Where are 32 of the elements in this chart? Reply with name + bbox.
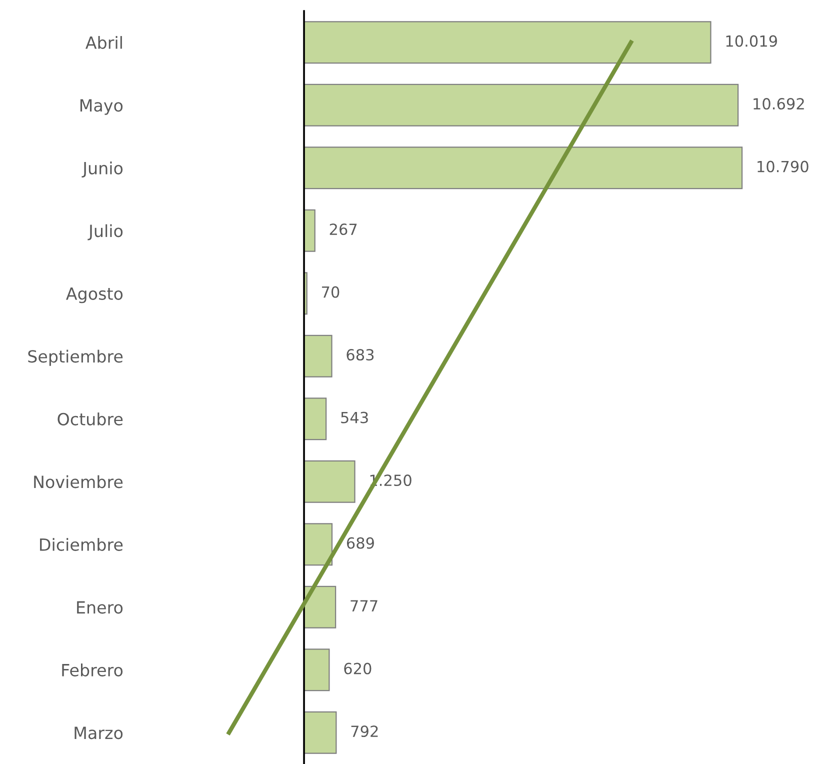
data-label: 10.790: [758, 160, 808, 172]
data-label: 543: [341, 412, 368, 424]
bar: [303, 146, 743, 190]
bar: [303, 711, 337, 754]
y-tick-label: Marzo: [74, 726, 123, 740]
bar: [303, 21, 712, 64]
y-tick-label: Octubre: [58, 412, 123, 426]
y-tick-label: Mayo: [80, 99, 123, 115]
y-tick-label: Septiembre: [28, 350, 123, 366]
y-tick-label: Febrero: [62, 664, 123, 676]
data-label: 689: [346, 537, 374, 549]
y-tick-label: Enero: [77, 601, 123, 614]
data-label: 777: [350, 600, 378, 612]
bar: [303, 648, 330, 692]
data-label: 10.692: [754, 98, 804, 110]
y-tick-label: Diciembre: [40, 538, 123, 551]
data-label: 792: [351, 726, 378, 738]
y-tick-label: Julio: [88, 224, 123, 240]
y-tick-label: Agosto: [66, 288, 123, 304]
data-label: 70: [322, 286, 340, 298]
bar: [303, 398, 327, 440]
y-tick-label: Abril: [86, 36, 122, 49]
y-tick-label: Junio: [82, 162, 123, 178]
data-label: 620: [344, 662, 372, 674]
bar: [303, 523, 333, 566]
data-label: 10.019: [726, 35, 778, 47]
data-label: 683: [346, 349, 374, 361]
data-label: 267: [330, 224, 357, 236]
bar: [303, 84, 739, 126]
bar: [303, 460, 356, 503]
bar: [303, 334, 332, 378]
y-tick-label: Noviembre: [34, 475, 123, 488]
